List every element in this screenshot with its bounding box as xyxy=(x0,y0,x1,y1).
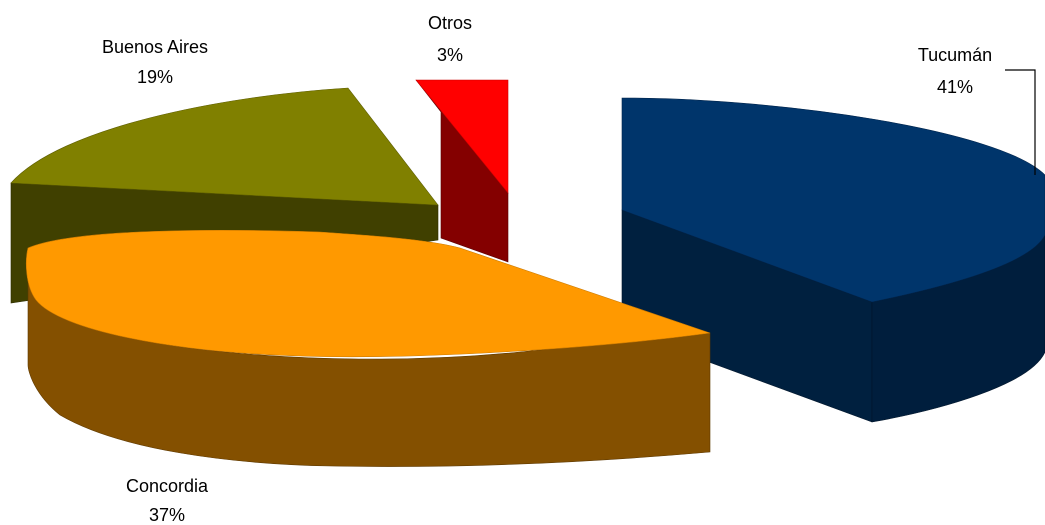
data-label-otros-name: Otros xyxy=(428,13,472,33)
data-label-otros-value: 3% xyxy=(437,45,463,65)
data-label-buenos-aires-name: Buenos Aires xyxy=(102,37,208,57)
data-label-tucuman: Tucumán 41% xyxy=(918,45,992,97)
data-label-otros: Otros 3% xyxy=(428,13,472,65)
data-label-tucuman-value: 41% xyxy=(937,77,973,97)
data-label-concordia-value: 37% xyxy=(149,505,185,525)
slice-tucuman-top xyxy=(621,97,1045,303)
slice-concordia xyxy=(26,229,711,467)
slice-concordia-top xyxy=(26,229,711,358)
data-label-tucuman-name: Tucumán xyxy=(918,45,992,65)
data-label-concordia-name: Concordia xyxy=(126,476,209,496)
leader-line-tucuman xyxy=(1005,69,1036,175)
slice-buenos-aires-top xyxy=(10,87,439,206)
slice-tucuman xyxy=(621,97,1045,423)
slice-otros-top xyxy=(415,79,509,194)
data-label-concordia: Concordia 37% xyxy=(126,476,209,525)
data-label-buenos-aires: Buenos Aires 19% xyxy=(102,37,208,87)
slice-otros xyxy=(415,79,509,263)
data-label-buenos-aires-value: 19% xyxy=(137,67,173,87)
